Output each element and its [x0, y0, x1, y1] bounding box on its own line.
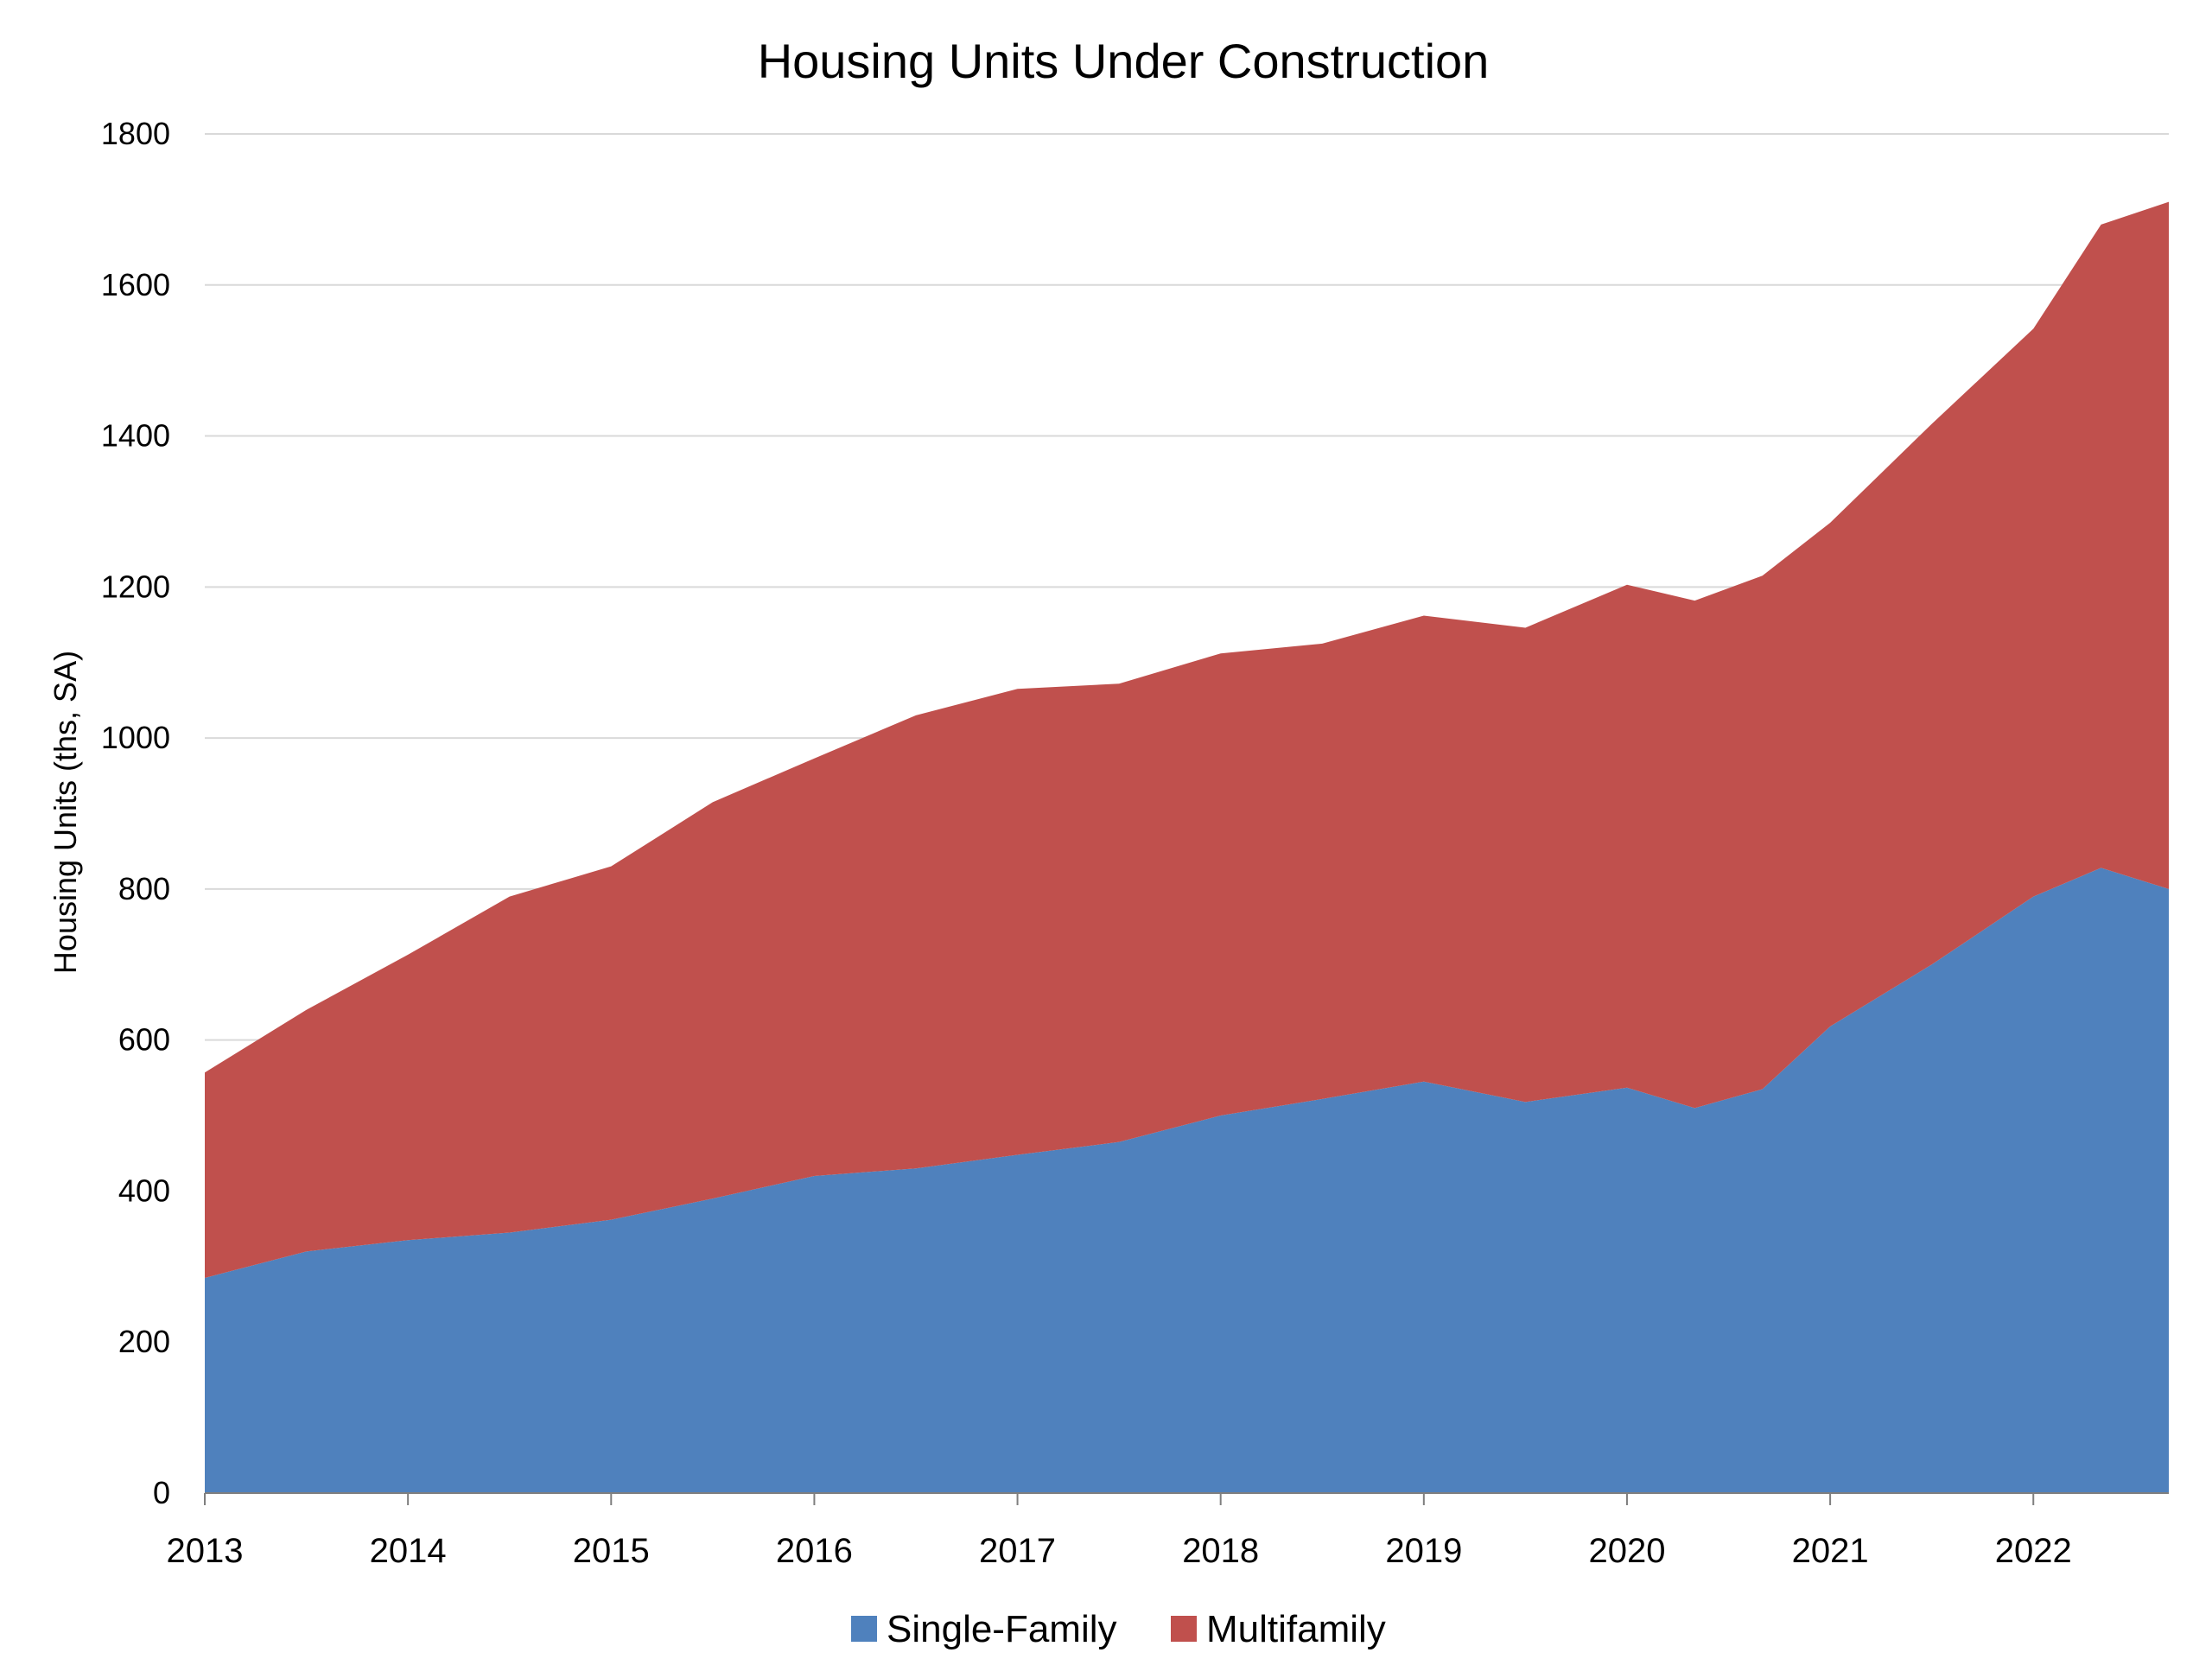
legend-label-single-family: Single-Family — [887, 1608, 1117, 1650]
y-tick-label: 200 — [118, 1324, 170, 1359]
x-tick-label: 2015 — [573, 1532, 650, 1570]
x-tick-label: 2022 — [1995, 1532, 2072, 1570]
y-tick-label: 600 — [118, 1022, 170, 1058]
x-tick-label: 2020 — [1588, 1532, 1665, 1570]
x-tick-label: 2013 — [167, 1532, 244, 1570]
y-tick-label: 0 — [153, 1475, 170, 1510]
y-tick-label: 800 — [118, 871, 170, 906]
y-tick-label: 1800 — [101, 116, 170, 151]
y-tick-label: 1400 — [101, 418, 170, 454]
x-tick-labels: 2013 2014 2015 2016 2017 2018 2019 2020 2021 2022 — [167, 1493, 2072, 1570]
x-tick-label: 2018 — [1182, 1532, 1259, 1570]
x-tick-label: 2016 — [776, 1532, 853, 1570]
chart-title: Housing Units Under Construction — [758, 34, 1490, 88]
y-tick-label: 1200 — [101, 569, 170, 604]
y-tick-labels: 0 200 400 600 800 1000 1200 1400 1600 1800 — [101, 116, 170, 1510]
legend-swatch-single-family — [851, 1616, 877, 1642]
x-tick-label: 2017 — [979, 1532, 1056, 1570]
y-axis-label: Housing Units (ths, SA) — [48, 651, 83, 974]
x-tick-label: 2014 — [370, 1532, 447, 1570]
area-single-family — [205, 868, 2169, 1493]
y-tick-label: 1600 — [101, 267, 170, 302]
legend-swatch-multifamily — [1171, 1616, 1197, 1642]
y-tick-label: 400 — [118, 1173, 170, 1208]
area-series — [205, 201, 2169, 1493]
legend-label-multifamily: Multifamily — [1206, 1608, 1386, 1650]
x-tick-label: 2021 — [1792, 1532, 1869, 1570]
legend: Single-Family Multifamily — [851, 1608, 1386, 1650]
x-tick-label: 2019 — [1385, 1532, 1462, 1570]
y-tick-label: 1000 — [101, 720, 170, 755]
area-multifamily — [205, 201, 2169, 1278]
